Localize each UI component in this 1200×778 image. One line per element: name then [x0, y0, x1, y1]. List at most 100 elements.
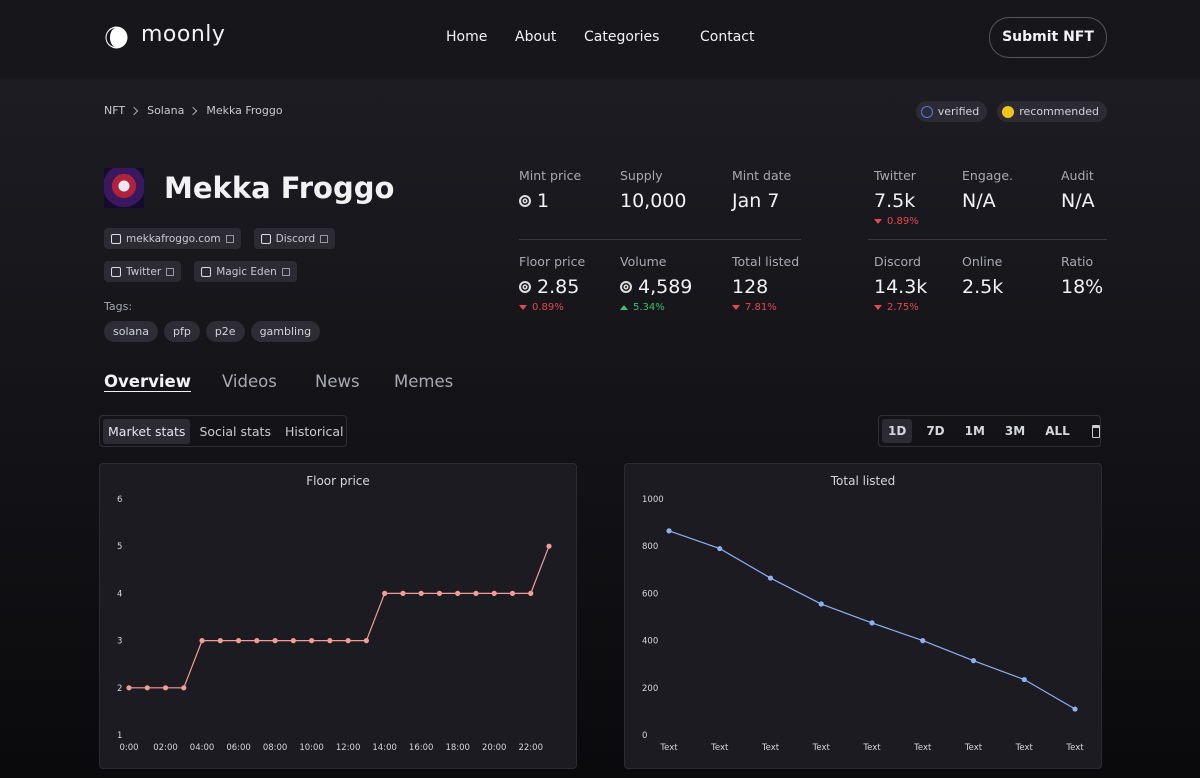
range[interactable]: 3M [1004, 424, 1026, 438]
links: mekkafroggo.com Discord Twitter Magic Eden [104, 228, 424, 282]
x-tick-label: 22:00 [518, 743, 543, 753]
point [455, 590, 461, 597]
badge-text: recommended [1019, 105, 1099, 118]
stat-value: 10,000 [620, 190, 686, 212]
change-text: 2.75% [887, 302, 919, 313]
point [181, 685, 187, 691]
nav-link[interactable]: Home [446, 29, 488, 45]
stat-number: Jan 7 [732, 190, 780, 212]
stat-value: 2.85 [519, 276, 579, 298]
nav-link[interactable]: Contact [700, 29, 755, 45]
point [491, 590, 497, 597]
stat-label: Engage. [962, 168, 1014, 183]
stat-label: Total listed [732, 254, 800, 269]
y-tick-label: 3 [117, 637, 122, 647]
sol-icon [519, 195, 531, 207]
change-text: 0.89% [532, 302, 564, 313]
point [528, 590, 534, 597]
point [290, 638, 296, 644]
trend-icon [620, 305, 628, 310]
external-icon [281, 267, 290, 276]
chart-title: Floor price [306, 474, 370, 488]
y-tick-label: 1000 [642, 495, 664, 505]
x-tick-label: Text [1065, 743, 1084, 753]
point [144, 685, 150, 691]
point [546, 543, 552, 549]
external-icon [320, 234, 329, 243]
link-pill[interactable]: Twitter [104, 261, 182, 282]
stat-change: 7.81% [732, 302, 777, 313]
point [363, 638, 369, 644]
change-text: 7.81% [745, 302, 777, 313]
point [767, 575, 774, 581]
stat-label: Discord [874, 254, 921, 269]
y-tick-label: 4 [117, 589, 122, 599]
badge-icon [1002, 105, 1015, 118]
crumb[interactable]: Solana [147, 104, 185, 117]
nav-link[interactable]: About [515, 29, 557, 45]
project-image [104, 168, 144, 208]
badge-icon [920, 105, 933, 118]
link-text: Magic Eden [216, 265, 277, 278]
stat-number: N/A [962, 190, 996, 212]
tag[interactable]: gambling [250, 321, 321, 342]
x-tick-label: 20:00 [482, 743, 507, 753]
point [327, 638, 333, 644]
range[interactable]: 1M [964, 424, 985, 438]
tab[interactable]: Memes [394, 372, 454, 391]
y-tick-label: 5 [117, 542, 122, 552]
point [162, 685, 169, 691]
sol-icon [519, 281, 531, 293]
tag[interactable]: p2e [205, 321, 245, 342]
point [126, 685, 132, 691]
logo-icon [105, 26, 128, 49]
change-text: 5.34% [633, 302, 665, 313]
badge: verified [915, 101, 988, 122]
tag[interactable]: solana [104, 321, 158, 342]
x-tick-label: 0:00 [119, 743, 138, 753]
stat-label: Twitter [874, 168, 916, 183]
point [717, 545, 723, 552]
calendar-icon[interactable] [1091, 424, 1100, 438]
subtab[interactable]: Market stats [103, 418, 191, 444]
point [382, 590, 388, 597]
link-icon [111, 233, 121, 244]
link-pill[interactable]: mekkafroggo.com [104, 228, 241, 249]
tab[interactable]: Videos [222, 372, 277, 391]
badges: verified recommended [915, 101, 1107, 122]
link-pill[interactable]: Discord [253, 228, 336, 249]
point [920, 638, 926, 644]
tab[interactable]: News [315, 372, 360, 391]
stat-value: N/A [962, 190, 996, 212]
tab[interactable]: Overview [104, 372, 191, 391]
range[interactable]: ALL [1045, 424, 1070, 438]
stat-change: 0.89% [874, 216, 919, 227]
chart-panel [99, 463, 577, 769]
point [254, 638, 260, 644]
logo-text[interactable]: moonly [141, 22, 226, 47]
range[interactable]: 7D [926, 424, 945, 438]
point [309, 638, 315, 644]
subtab[interactable]: Social stats [199, 423, 271, 439]
crumb[interactable]: NFT [104, 104, 126, 117]
point [400, 590, 406, 597]
stat-number: 1 [537, 190, 550, 212]
breadcrumb: NFT Solana Mekka Froggo [104, 104, 283, 117]
link-pill[interactable]: Magic Eden [194, 261, 297, 282]
range[interactable]: 1D [882, 419, 913, 443]
y-tick-label: 800 [642, 542, 658, 552]
x-tick-label: 16:00 [409, 743, 434, 753]
link-text: mekkafroggo.com [126, 232, 221, 245]
tag[interactable]: pfp [163, 321, 200, 342]
y-tick-label: 400 [642, 637, 658, 647]
subtab[interactable]: Historical [284, 423, 344, 439]
divider [519, 239, 801, 240]
nav-link[interactable]: Categories [584, 29, 660, 45]
link-icon [111, 266, 121, 277]
x-tick-label: Text [659, 743, 678, 753]
submit-button[interactable]: Submit NFT [989, 17, 1107, 58]
trend-icon [732, 305, 740, 310]
x-tick-label: Text [913, 743, 932, 753]
